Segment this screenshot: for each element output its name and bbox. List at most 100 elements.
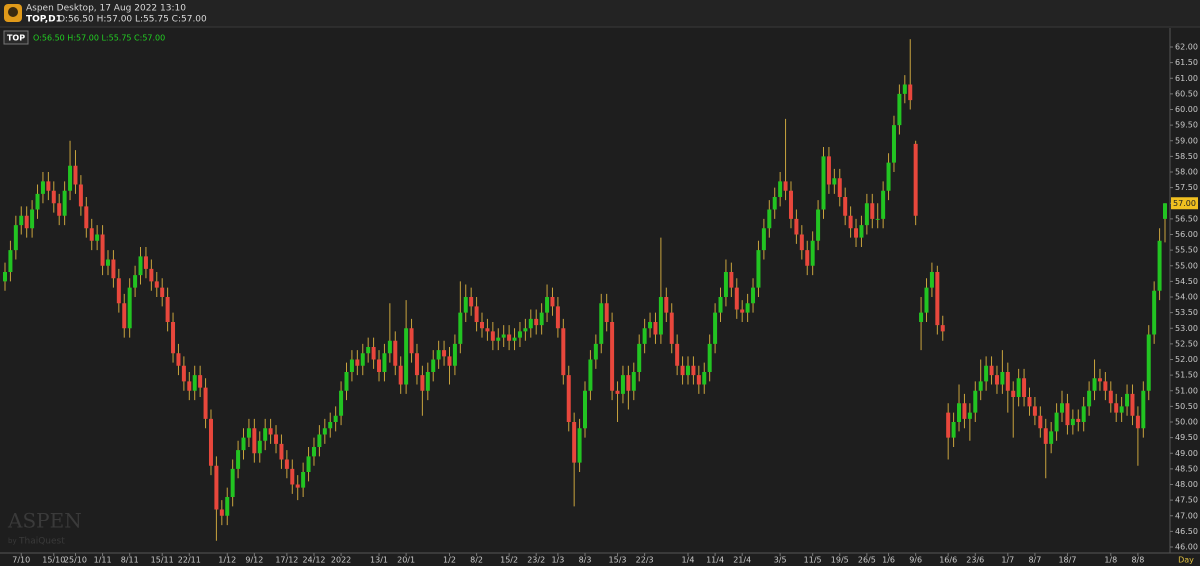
candle-body (843, 197, 848, 216)
candle-body (713, 312, 718, 344)
candle-body (143, 256, 148, 269)
candle-body (1103, 381, 1108, 391)
candle-body (192, 375, 197, 391)
candle-body (78, 184, 83, 207)
candle-body (225, 497, 230, 516)
candle-body (859, 225, 864, 238)
candle-body (669, 312, 674, 344)
candle-body (816, 209, 821, 241)
x-tick-label: 9/6 (909, 556, 922, 565)
candle-body (1032, 406, 1037, 416)
candle-body (1022, 378, 1027, 397)
x-tick-label: 13/1 (370, 556, 388, 565)
candle-body (550, 297, 555, 307)
x-tick-label: 17/12 (275, 556, 298, 565)
y-tick-label: 48.50 (1175, 464, 1198, 473)
candle-body (46, 181, 51, 191)
candle-body (149, 268, 154, 282)
candle-body (436, 350, 441, 360)
y-tick-label: 52.50 (1175, 339, 1198, 348)
y-tick-label: 54.00 (1175, 293, 1198, 302)
candle-body (230, 468, 235, 497)
candle-body (821, 156, 826, 210)
candle-body (1005, 372, 1010, 391)
candle-body (127, 287, 132, 329)
y-tick-label: 52.00 (1175, 355, 1198, 364)
candle-body (1119, 406, 1124, 413)
candle-body (111, 259, 116, 279)
candle-body (512, 337, 517, 341)
candle-body (610, 322, 615, 391)
x-tick-label: 23/6 (966, 556, 984, 565)
candle-body (767, 209, 772, 229)
candle-body (301, 472, 306, 488)
candle-body (1049, 431, 1054, 444)
candle-body (967, 412, 972, 419)
candle-body (1076, 418, 1081, 422)
candle-body (317, 434, 322, 447)
y-tick-label: 47.50 (1175, 496, 1198, 505)
candle-body (637, 343, 642, 372)
candle-body (485, 328, 490, 332)
y-tick-label: 58.00 (1175, 168, 1198, 177)
candle-body (523, 328, 528, 332)
candle-body (274, 434, 279, 444)
x-tick-label: 19/5 (831, 556, 849, 565)
x-tick-label: 7/10 (12, 556, 30, 565)
candle-body (1141, 390, 1146, 429)
candle-body (978, 381, 983, 391)
candle-body (778, 181, 783, 197)
candle-body (458, 312, 463, 344)
candle-body (528, 318, 533, 329)
candle-body (566, 375, 571, 422)
candle-body (1054, 412, 1059, 432)
x-tick-label: 1/12 (218, 556, 236, 565)
candle-body (187, 381, 192, 391)
candle-body (19, 215, 24, 226)
candle-body (89, 228, 94, 241)
candle-body (393, 340, 398, 366)
candle-body (3, 272, 7, 282)
watermark-maker: ThaiQuest (18, 537, 65, 547)
candle-body (810, 240, 815, 266)
candle-body (848, 215, 853, 229)
candle-body (339, 390, 344, 416)
candle-body (1070, 418, 1075, 426)
candle-body (718, 297, 723, 313)
candle-body (13, 225, 18, 251)
x-tick-label: 26/5 (858, 556, 876, 565)
x-tick-label: 11/4 (706, 556, 724, 565)
candle-body (51, 190, 56, 204)
y-tick-label: 53.00 (1175, 324, 1198, 333)
y-tick-label: 53.50 (1175, 308, 1198, 317)
y-tick-label: 51.50 (1175, 371, 1198, 380)
symbol: TOP,D1 (26, 15, 62, 25)
y-tick-label: 60.50 (1175, 89, 1198, 98)
x-tick-label: 8/8 (1131, 556, 1144, 565)
y-tick-label: 46.50 (1175, 527, 1198, 536)
y-tick-label: 49.50 (1175, 433, 1198, 442)
candle-body (246, 428, 251, 438)
x-tick-label: 9/12 (245, 556, 263, 565)
candle-body (897, 93, 902, 126)
x-tick-label: 8/2 (470, 556, 483, 565)
candle-body (577, 428, 582, 463)
x-tick-label: 1/4 (682, 556, 695, 565)
x-tick-label: 15/11 (151, 556, 174, 565)
legend-symbol: TOP (7, 34, 25, 43)
y-tick-label: 58.50 (1175, 152, 1198, 161)
candle-body (501, 334, 506, 338)
candle-body (1027, 397, 1032, 407)
candle-body (588, 359, 593, 391)
candle-body (924, 287, 929, 313)
candle-body (138, 256, 143, 276)
y-tick-label: 55.50 (1175, 246, 1198, 255)
candle-body (761, 228, 766, 251)
candle-body (1038, 415, 1043, 429)
candle-body (929, 272, 934, 288)
x-unit: Day (1178, 556, 1194, 565)
x-tick-label: 1/8 (1104, 556, 1117, 565)
candle-body (908, 84, 913, 101)
